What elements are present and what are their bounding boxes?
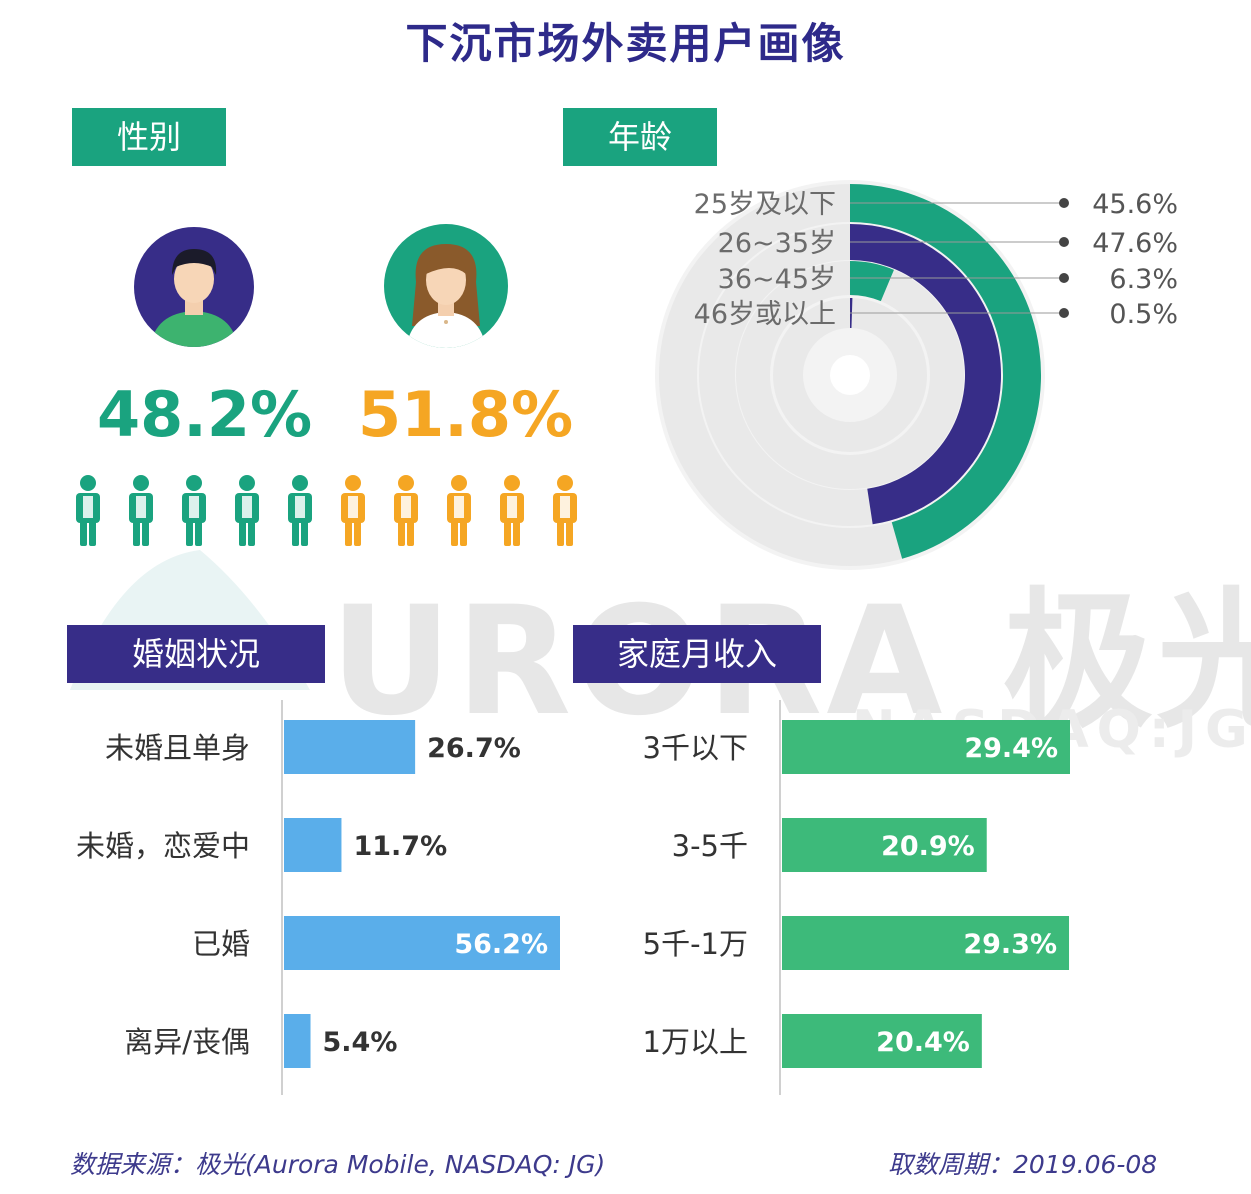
age-value-label: 45.6% bbox=[1092, 189, 1178, 220]
age-value-label: 47.6% bbox=[1092, 228, 1178, 259]
male-percentage: 48.2% bbox=[97, 378, 313, 451]
income-category-label: 3千以下 bbox=[643, 731, 748, 765]
income-bar bbox=[782, 1014, 982, 1068]
female-person-icon bbox=[341, 475, 365, 546]
section-label-income: 家庭月收入 bbox=[573, 625, 821, 683]
age-arc bbox=[849, 224, 1001, 525]
income-bar-chart: 3千以下 29.4% 3-5千 20.9% 5千-1万 29.3% 1万以上 20.4% bbox=[643, 700, 1070, 1095]
male-person-icon bbox=[129, 475, 153, 546]
section-label-gender: 性别 bbox=[72, 108, 226, 166]
marital-value-label: 11.7% bbox=[353, 831, 447, 862]
age-chart-center bbox=[830, 355, 870, 395]
income-bar bbox=[782, 818, 987, 872]
male-avatar-icon bbox=[134, 227, 254, 347]
age-leader-dot bbox=[1059, 308, 1069, 318]
age-radial-chart: 25岁及以下 45.6% 26~35岁 47.6% 36~45岁 6.3% 46岁或以上 0.… bbox=[655, 180, 1178, 570]
male-person-icon bbox=[182, 475, 206, 546]
marital-value-label: 56.2% bbox=[454, 929, 548, 960]
page-title: 下沉市场外卖用户画像 bbox=[405, 19, 846, 68]
marital-bar-chart: 未婚且单身 26.7% 未婚，恋爱中 11.7% 已婚 56.2% 离异/丧偶 5.4% bbox=[76, 700, 560, 1095]
age-category-label: 46岁或以上 bbox=[694, 299, 836, 330]
female-percentage: 51.8% bbox=[358, 378, 574, 451]
marital-category-label: 未婚且单身 bbox=[105, 731, 250, 765]
female-person-icon bbox=[447, 475, 471, 546]
data-source: 数据来源：极光(Aurora Mobile, NASDAQ: JG) bbox=[70, 1150, 606, 1179]
marital-category-label: 未婚，恋爱中 bbox=[76, 829, 250, 863]
age-category-label: 25岁及以下 bbox=[694, 189, 836, 220]
income-value-label: 20.4% bbox=[876, 1027, 970, 1058]
income-bar bbox=[782, 916, 1070, 970]
age-leader-dot bbox=[1059, 198, 1069, 208]
age-arc bbox=[849, 184, 1041, 559]
female-person-icon bbox=[553, 475, 577, 546]
income-category-label: 3-5千 bbox=[672, 829, 748, 863]
income-value-label: 29.3% bbox=[963, 929, 1057, 960]
marital-category-label: 离异/丧偶 bbox=[124, 1025, 250, 1059]
income-value-label: 20.9% bbox=[881, 831, 975, 862]
age-leader-dot bbox=[1059, 237, 1069, 247]
male-person-icon bbox=[76, 475, 100, 546]
female-person-icon bbox=[394, 475, 418, 546]
income-category-label: 1万以上 bbox=[643, 1025, 748, 1059]
age-arc bbox=[849, 261, 894, 302]
marital-category-label: 已婚 bbox=[192, 927, 250, 961]
section-label-age: 年龄 bbox=[563, 108, 717, 166]
income-value-label: 29.4% bbox=[964, 733, 1058, 764]
female-avatar-icon bbox=[384, 224, 508, 348]
data-period: 取数周期：2019.06-08 bbox=[888, 1150, 1158, 1179]
person-icons-row bbox=[76, 475, 577, 546]
marital-bar bbox=[284, 1014, 311, 1068]
age-category-label: 36~45岁 bbox=[718, 264, 836, 295]
age-value-label: 0.5% bbox=[1109, 299, 1178, 330]
age-value-label: 6.3% bbox=[1109, 264, 1178, 295]
male-person-icon bbox=[288, 475, 312, 546]
income-bar bbox=[782, 720, 1070, 774]
female-person-icon bbox=[500, 475, 524, 546]
section-label-marital: 婚姻状况 bbox=[67, 625, 325, 683]
marital-bar bbox=[284, 720, 416, 774]
age-leader-dot bbox=[1059, 273, 1069, 283]
age-category-label: 26~35岁 bbox=[718, 228, 836, 259]
marital-value-label: 26.7% bbox=[427, 733, 521, 764]
marital-value-label: 5.4% bbox=[323, 1027, 398, 1058]
marital-bar bbox=[284, 818, 342, 872]
male-person-icon bbox=[235, 475, 259, 546]
marital-bar bbox=[284, 916, 560, 970]
income-category-label: 5千-1万 bbox=[643, 927, 748, 961]
